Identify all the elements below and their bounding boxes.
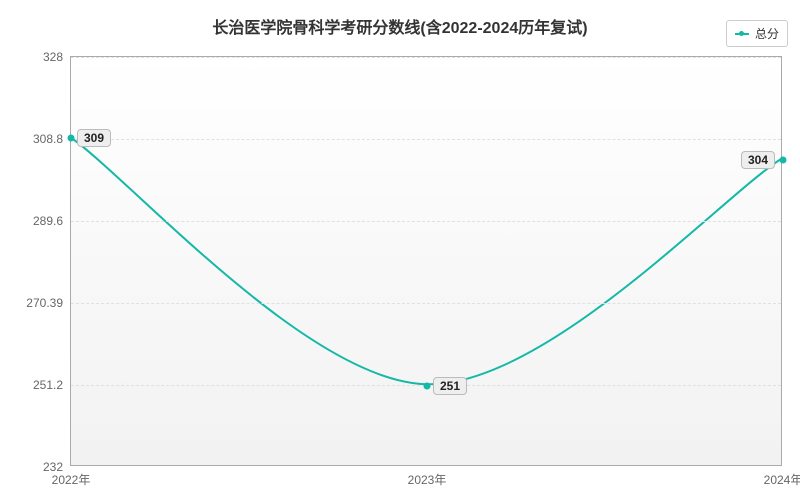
legend-marker-icon [735,33,749,35]
y-tick-label: 270.39 [26,296,71,310]
y-tick-label: 308.8 [33,132,71,146]
y-tick-label: 289.6 [33,214,71,228]
chart-container: 长治医学院骨科学考研分数线(含2022-2024历年复试) 总分 232251.… [0,0,800,500]
grid-line [71,221,781,222]
legend-label: 总分 [755,25,779,42]
data-label: 309 [77,129,111,147]
y-tick-label: 251.2 [33,378,71,392]
grid-line [71,139,781,140]
x-tick-label: 2023年 [408,465,447,488]
series-path [71,138,781,385]
plot-area: 232251.2270.39289.6308.83282022年2023年202… [70,56,782,466]
data-label: 251 [433,377,467,395]
data-label: 304 [741,151,775,169]
legend: 总分 [726,20,788,47]
data-point [424,382,431,389]
grid-line [71,57,781,58]
grid-line [71,303,781,304]
chart-title: 长治医学院骨科学考研分数线(含2022-2024历年复试) [0,14,800,38]
line-series [71,57,781,465]
x-tick-label: 2024年 [764,465,800,488]
data-point [68,135,75,142]
y-tick-label: 328 [43,50,71,64]
data-point [780,156,787,163]
x-tick-label: 2022年 [52,465,91,488]
